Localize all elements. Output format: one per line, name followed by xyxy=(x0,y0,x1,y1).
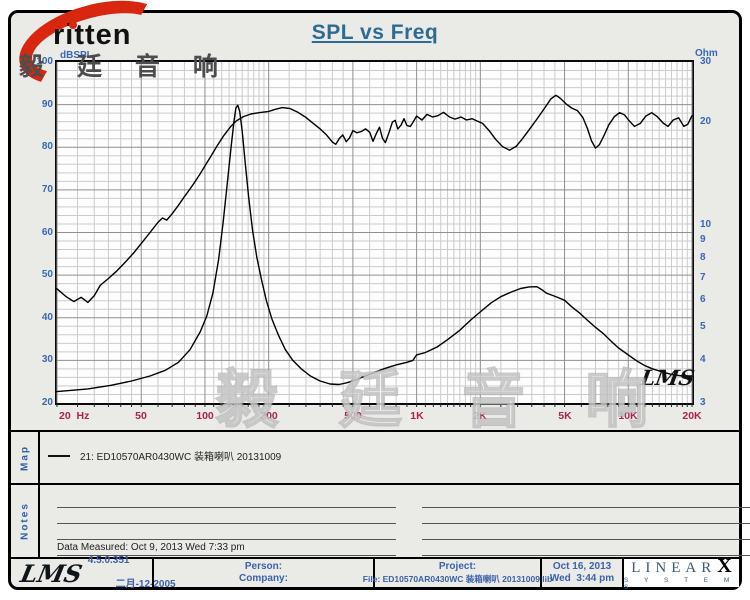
page-title: SPL vs Freq xyxy=(311,21,439,44)
axis-tick-label: 4 xyxy=(700,354,706,365)
notes-line xyxy=(57,539,396,540)
axis-tick-label: 9 xyxy=(700,234,706,245)
map-label: Map xyxy=(19,444,30,471)
notes-panel: Notes Data Measured: Oct 9, 2013 Wed 7:3… xyxy=(11,483,750,557)
company-label: Company: xyxy=(239,573,288,584)
project-label: Project: xyxy=(438,561,477,572)
axis-tick-label: 20 xyxy=(41,397,53,408)
legend-line-swatch xyxy=(48,454,70,457)
axis-tick-label: 70 xyxy=(41,184,53,195)
axis-tick-label: 20 Hz xyxy=(59,410,90,422)
report-frame: SPL vs Freq dBSPL Ohm 100 90 80 70 60 50 40 30 2… xyxy=(8,0,750,591)
linearx-text: LINEAR xyxy=(631,560,717,576)
notes-line xyxy=(57,555,396,556)
notes-line xyxy=(422,539,750,540)
notes-label: Notes xyxy=(19,502,30,540)
lms-watermark: LMS xyxy=(638,365,697,390)
title-bar: SPL vs Freq xyxy=(11,21,739,45)
notes-line xyxy=(422,523,750,524)
map-content: 21: ED10570AR0430WC 装箱喇叭 20131009 xyxy=(40,432,739,483)
axis-tick-label: 10 xyxy=(700,219,712,230)
axis-tick-label: 90 xyxy=(41,99,53,110)
axis-tick-label: 5 xyxy=(700,321,706,332)
axis-tick-label: 80 xyxy=(41,141,53,152)
footer-lms-cell: LMS 4.5.0.351 二月-12-2005 xyxy=(11,555,176,590)
axis-tick-label: 100 xyxy=(36,56,53,67)
axis-tick-label: 5K xyxy=(558,410,572,422)
notes-label-cell: Notes xyxy=(11,485,40,557)
footer-bar: LMS 4.5.0.351 二月-12-2005 Person: Company… xyxy=(11,555,739,591)
map-label-cell: Map xyxy=(11,432,40,483)
axis-tick-label: 1K xyxy=(410,410,424,422)
axis-tick-label: 8 xyxy=(700,252,706,263)
notes-content: Data Measured: Oct 9, 2013 Wed 7:33 pm xyxy=(40,485,750,557)
axis-tick-label: 100 xyxy=(196,410,214,422)
axis-tick-label: 3 xyxy=(700,397,706,408)
map-panel: Map 21: ED10570AR0430WC 装箱喇叭 20131009 xyxy=(11,430,739,483)
linearx-x: X xyxy=(717,555,732,577)
legend-item: 21: ED10570AR0430WC 装箱喇叭 20131009 xyxy=(48,448,281,463)
axis-tick-label: 50 xyxy=(41,269,53,280)
notes-line xyxy=(422,555,750,556)
axis-tick-label: 40 xyxy=(41,312,53,323)
person-label: Person: xyxy=(244,561,283,572)
axis-tick-label: 30 xyxy=(700,56,712,67)
axis-tick-label: 60 xyxy=(41,227,53,238)
axis-tick-label: 20K xyxy=(682,410,702,422)
project-file: File: ED10570AR0430WC 装箱喇叭 20131009.lib xyxy=(362,574,553,584)
curve-left xyxy=(56,94,693,304)
axis-tick-label: 7 xyxy=(700,272,706,283)
left-axis-unit: dBSPL xyxy=(60,50,93,61)
lms-version-date: 二月-12-2005 xyxy=(115,579,176,590)
chart-plot xyxy=(55,60,694,407)
linearx-logo: LINEAR X xyxy=(631,555,731,578)
axis-tick-label: 10K xyxy=(618,410,638,422)
chart-canvas xyxy=(56,62,693,407)
data-measured-text: Data Measured: Oct 9, 2013 Wed 7:33 pm xyxy=(57,542,245,553)
legend-text: 21: ED10570AR0430WC 装箱喇叭 20131009 xyxy=(80,452,282,463)
curve-right xyxy=(56,104,693,393)
notes-line xyxy=(57,523,396,524)
axis-tick-label: 2K xyxy=(473,410,487,422)
axis-tick-label: 6 xyxy=(700,294,706,305)
lms-logo: LMS xyxy=(17,558,85,588)
linearx-systems: S Y S T E M S xyxy=(624,577,737,591)
footer-date-cell: Oct 16, 2013 Wed 3:44 pm xyxy=(540,559,622,587)
footer-person-cell: Person: Company: xyxy=(152,559,373,587)
axis-tick-label: 30 xyxy=(41,354,53,365)
notes-line xyxy=(57,507,396,508)
axis-tick-label: 500 xyxy=(344,410,362,422)
report-time: Wed 3:44 pm xyxy=(549,573,615,584)
notes-line xyxy=(422,507,750,508)
axis-tick-label: 50 xyxy=(135,410,147,422)
right-axis-unit: Ohm xyxy=(695,48,718,59)
lms-version-block: 4.5.0.351 二月-12-2005 xyxy=(88,555,176,591)
axis-tick-label: 200 xyxy=(260,410,278,422)
report-date: Oct 16, 2013 xyxy=(552,561,612,572)
axis-tick-label: 20 xyxy=(700,116,712,127)
footer-linearx-cell: LINEAR X S Y S T E M S xyxy=(622,555,739,591)
lms-version: 4.5.0.351 xyxy=(87,555,130,566)
footer-project-cell: Project: File: ED10570AR0430WC 装箱喇叭 2013… xyxy=(363,559,552,587)
